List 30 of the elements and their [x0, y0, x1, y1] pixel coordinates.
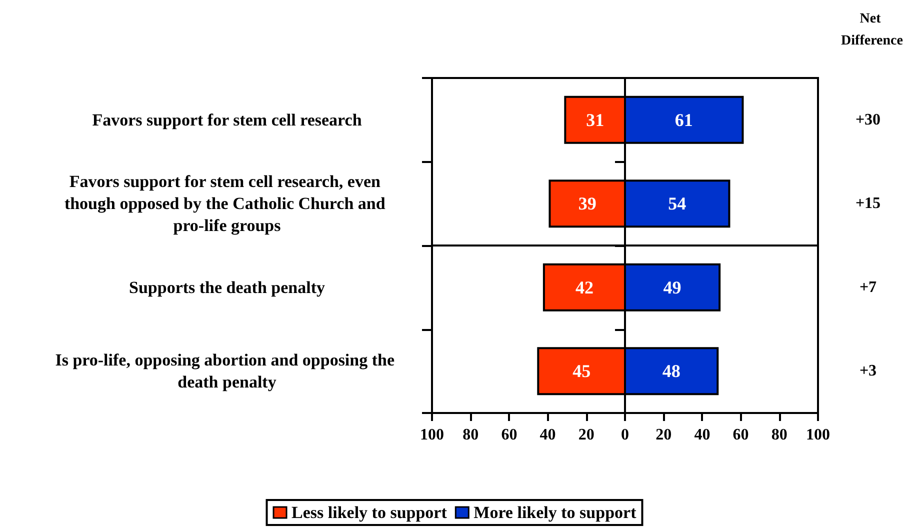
- text: +3: [859, 362, 877, 380]
- x-tick-label: 100: [806, 426, 830, 444]
- x-tick-label: 60: [732, 426, 749, 444]
- x-tick-label: 80: [462, 426, 479, 444]
- data-label: 45: [572, 361, 591, 382]
- x-tick-label: 100: [420, 426, 444, 444]
- x-tick-label: 40: [694, 426, 710, 444]
- x-tick-label: 0: [621, 426, 629, 444]
- legend-label: More likely to support: [474, 503, 637, 522]
- text: +15: [855, 195, 881, 212]
- text: +30: [855, 111, 881, 128]
- y-tick-label: Is pro-life, opposing abortion and opposing the death penalty: [55, 350, 399, 392]
- legend-label: Less likely to support: [292, 503, 448, 522]
- data-label: 48: [662, 361, 680, 382]
- data-label: 42: [575, 277, 594, 298]
- data-label: 39: [578, 194, 596, 214]
- data-label: 54: [668, 194, 686, 214]
- y-tick-label: Supports the death penalty: [128, 278, 326, 297]
- x-tick-label: 20: [656, 426, 672, 444]
- text: Net Difference: [841, 12, 903, 48]
- x-tick-label: 20: [578, 426, 594, 444]
- data-label: 61: [674, 110, 693, 130]
- x-tick-label: 40: [540, 426, 556, 444]
- x-tick-label: 80: [771, 426, 788, 444]
- data-label: 49: [663, 277, 682, 298]
- data-label: 31: [586, 110, 604, 130]
- x-tick-label: 60: [501, 426, 518, 444]
- y-tick-label: Favors support for stem cell research: [92, 110, 362, 130]
- y-tick-label: Favors support for stem cell research, even though opposed by the Catholic Church and pro-life groups: [64, 172, 390, 236]
- text: +7: [859, 278, 877, 296]
